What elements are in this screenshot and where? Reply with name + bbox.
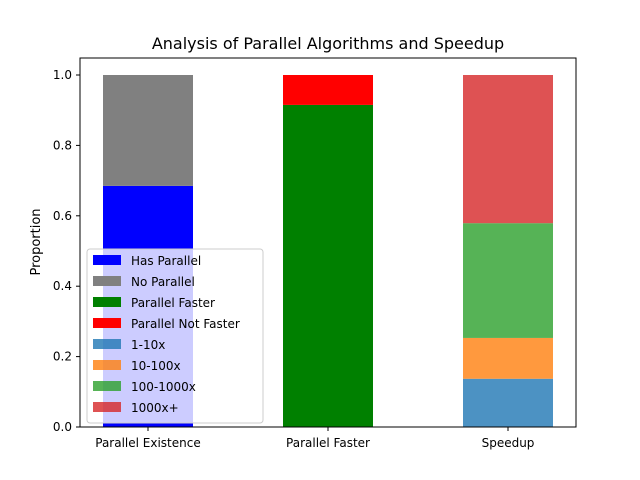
- bar-no-parallel: [103, 75, 193, 186]
- legend-label: Parallel Not Faster: [131, 317, 240, 331]
- legend-label: Parallel Faster: [131, 296, 215, 310]
- bar-1-10x: [463, 378, 553, 427]
- y-tick-label: 0.6: [53, 209, 72, 223]
- bar-parallel-not-faster: [283, 75, 373, 105]
- legend-label: No Parallel: [131, 275, 195, 289]
- legend-label: 1-10x: [131, 338, 165, 352]
- plot-area: 0.0 0.2 0.4 0.6 0.8 1.0 Parallel Existence Para…: [53, 57, 577, 450]
- legend-swatch: [93, 360, 121, 370]
- x-tick-label: Speedup: [482, 436, 535, 450]
- x-tick-label: Parallel Faster: [286, 436, 370, 450]
- bar-1000x-: [463, 75, 553, 224]
- legend-label: 1000x+: [131, 401, 179, 415]
- legend-box: [86, 248, 264, 424]
- legend-swatch: [93, 318, 121, 328]
- bar-100-1000x: [463, 223, 553, 338]
- legend-label: 100-1000x: [131, 380, 196, 394]
- legend-swatch: [93, 381, 121, 391]
- y-tick-label: 0.4: [53, 279, 72, 293]
- y-tick-label: 1.0: [53, 68, 72, 82]
- x-tick-label: Parallel Existence: [95, 436, 200, 450]
- y-tick-label: 0.8: [53, 138, 72, 152]
- legend-swatch: [93, 276, 121, 286]
- bar-parallel-faster: [283, 104, 373, 428]
- legend-label: 10-100x: [131, 359, 181, 373]
- chart-title: Analysis of Parallel Algorithms and Spee…: [152, 34, 504, 53]
- y-tick-label: 0.0: [53, 420, 72, 434]
- legend-swatch: [93, 255, 121, 265]
- y-axis-label: Proportion: [29, 208, 44, 275]
- y-tick-label: 0.2: [53, 350, 72, 364]
- legend-swatch: [93, 339, 121, 349]
- legend-swatch: [93, 402, 121, 412]
- bar-10-100x: [463, 337, 553, 379]
- legend-swatch: [93, 297, 121, 307]
- legend-label: Has Parallel: [131, 254, 201, 268]
